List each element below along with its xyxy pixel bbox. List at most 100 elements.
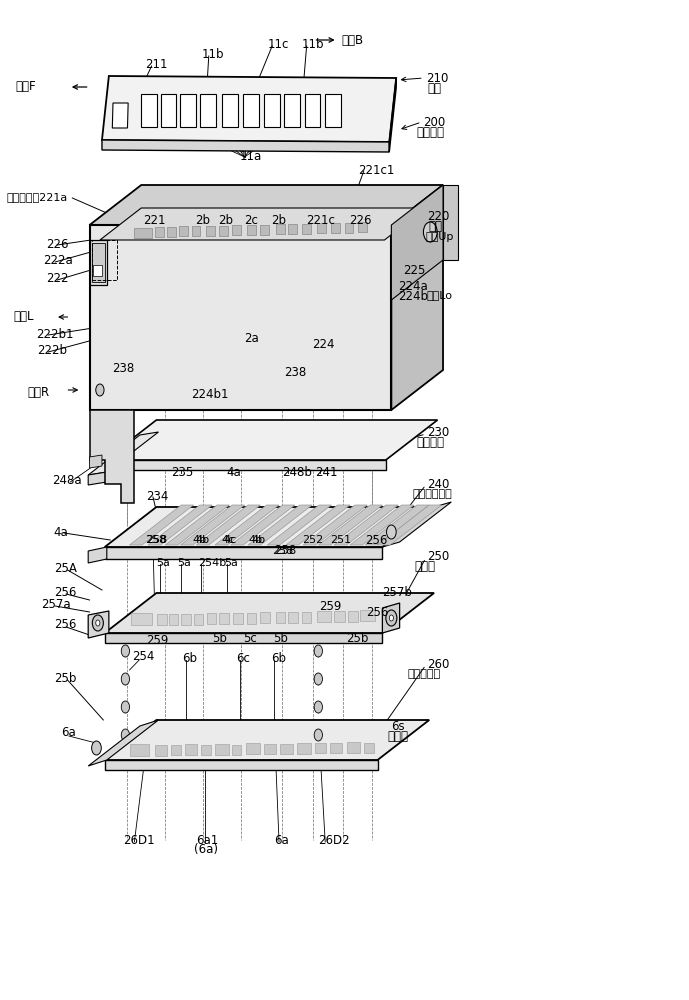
Polygon shape [246, 743, 260, 754]
Text: 211: 211 [145, 58, 167, 72]
Polygon shape [102, 140, 389, 152]
Text: 左側L: 左側L [14, 310, 34, 322]
Text: 下側Lo: 下側Lo [426, 290, 453, 300]
Polygon shape [90, 240, 107, 285]
Text: 11c: 11c [267, 38, 289, 51]
Text: 256: 256 [54, 618, 76, 632]
Polygon shape [365, 505, 429, 545]
Circle shape [96, 384, 104, 396]
Text: 4b: 4b [251, 535, 266, 545]
Polygon shape [90, 185, 443, 225]
Polygon shape [305, 94, 320, 127]
Polygon shape [348, 611, 358, 622]
Text: 258: 258 [272, 546, 294, 556]
Polygon shape [358, 222, 367, 232]
Polygon shape [167, 227, 176, 237]
Text: 6c: 6c [236, 652, 250, 666]
Polygon shape [382, 603, 400, 633]
Text: 6a: 6a [274, 834, 289, 846]
Text: 5a: 5a [224, 558, 238, 568]
Polygon shape [364, 743, 374, 753]
Text: 觸摸檢測基板: 觸摸檢測基板 [412, 489, 452, 499]
Circle shape [314, 729, 322, 741]
Text: 235: 235 [171, 466, 193, 479]
Polygon shape [232, 225, 241, 235]
Text: 11b: 11b [302, 38, 325, 51]
Text: 226: 226 [46, 237, 69, 250]
Text: 240: 240 [427, 478, 449, 490]
Text: 26D1: 26D1 [123, 834, 154, 846]
Circle shape [386, 610, 397, 626]
Polygon shape [219, 226, 228, 236]
Text: 11a: 11a [240, 150, 262, 163]
Polygon shape [260, 225, 269, 235]
Polygon shape [169, 614, 178, 625]
Polygon shape [148, 505, 212, 545]
Text: 4b: 4b [196, 535, 210, 545]
Polygon shape [232, 745, 241, 755]
Text: 221: 221 [143, 214, 166, 227]
Polygon shape [302, 612, 311, 623]
Polygon shape [391, 185, 443, 410]
Circle shape [96, 620, 100, 626]
Polygon shape [302, 224, 311, 234]
Text: 250: 250 [427, 550, 449, 564]
Polygon shape [206, 226, 215, 236]
Polygon shape [165, 505, 229, 545]
Polygon shape [389, 78, 396, 152]
Polygon shape [219, 613, 229, 624]
Polygon shape [318, 505, 382, 545]
Polygon shape [248, 505, 312, 545]
Polygon shape [100, 208, 426, 240]
Polygon shape [88, 547, 107, 563]
Polygon shape [130, 505, 194, 545]
Text: 2a: 2a [244, 332, 258, 346]
Polygon shape [284, 94, 300, 127]
Text: (6a): (6a) [194, 844, 218, 856]
Text: 2b: 2b [195, 214, 210, 227]
Polygon shape [185, 744, 197, 755]
Text: 5b: 5b [212, 632, 227, 645]
Polygon shape [288, 612, 298, 623]
Polygon shape [130, 744, 149, 756]
Text: 258: 258 [274, 544, 296, 558]
Polygon shape [330, 743, 342, 753]
Polygon shape [382, 502, 451, 547]
Text: 25A: 25A [54, 562, 76, 574]
Text: 26D2: 26D2 [318, 834, 350, 846]
Polygon shape [90, 225, 391, 410]
Text: 251: 251 [330, 535, 351, 545]
Polygon shape [161, 94, 176, 127]
Polygon shape [334, 505, 398, 545]
Circle shape [121, 673, 130, 685]
Polygon shape [325, 94, 341, 127]
Text: 光擴散片: 光擴散片 [417, 436, 445, 450]
Polygon shape [105, 547, 382, 559]
Circle shape [314, 645, 322, 657]
Polygon shape [131, 613, 152, 625]
Text: 控制用基板: 控制用基板 [408, 669, 441, 679]
Text: 5a: 5a [177, 558, 191, 568]
Polygon shape [155, 745, 167, 756]
Text: 225: 225 [403, 264, 425, 277]
Text: 6a: 6a [61, 726, 75, 740]
Polygon shape [247, 613, 256, 624]
Text: 257a: 257a [41, 598, 71, 611]
Polygon shape [264, 744, 276, 754]
Polygon shape [179, 226, 188, 236]
Text: 224a: 224a [398, 279, 428, 292]
Text: 2b: 2b [271, 214, 287, 227]
Text: 248a: 248a [52, 475, 82, 488]
Text: 6s: 6s [391, 720, 405, 732]
Text: 220: 220 [427, 211, 449, 224]
Text: 256: 256 [367, 605, 389, 618]
Polygon shape [267, 505, 331, 545]
Polygon shape [260, 612, 270, 623]
Polygon shape [215, 505, 279, 545]
Polygon shape [105, 507, 434, 547]
Text: 4c: 4c [224, 535, 237, 545]
Polygon shape [88, 472, 107, 485]
Polygon shape [331, 223, 340, 233]
Text: 259: 259 [319, 599, 341, 612]
Text: 221c1: 221c1 [358, 163, 395, 176]
